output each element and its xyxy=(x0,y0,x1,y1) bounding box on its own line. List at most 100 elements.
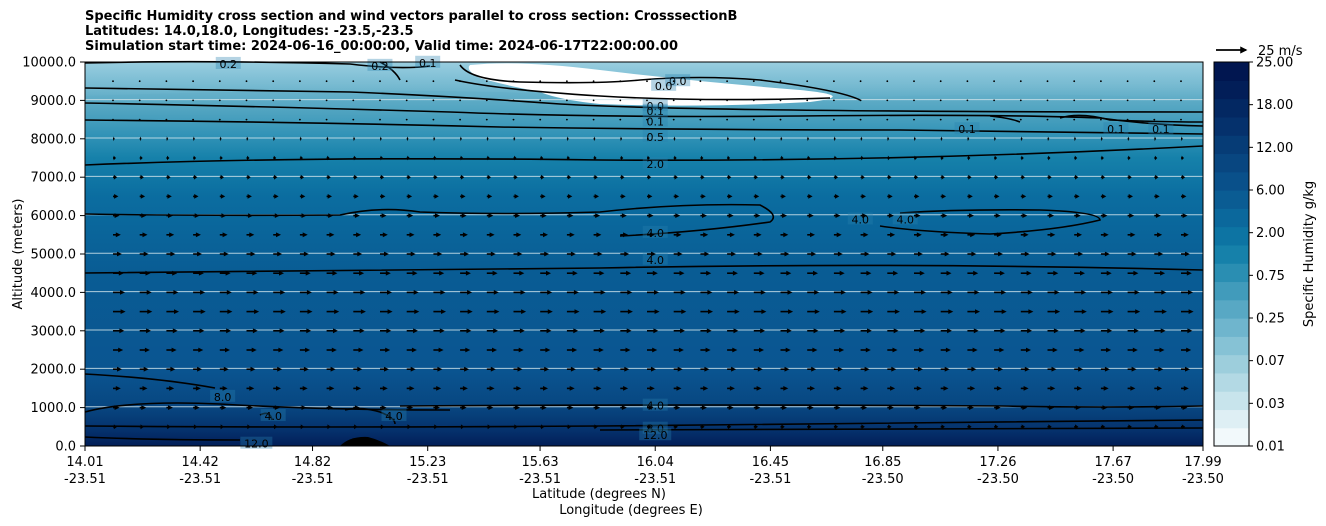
wind-vector-head xyxy=(623,386,629,391)
wind-vector-head xyxy=(596,386,602,391)
wind-vector-head xyxy=(113,174,118,180)
contour-label: 4.0 xyxy=(385,410,403,423)
wind-vector-head xyxy=(914,424,919,430)
wind-vector-head xyxy=(754,194,760,199)
colorbar-tick-label: 18.00 xyxy=(1256,98,1293,113)
wind-vector-head xyxy=(1081,309,1087,314)
wind-vector-head xyxy=(1049,213,1055,218)
wind-vector-head xyxy=(494,309,500,314)
wind-vector-head xyxy=(302,232,308,238)
wind-vector xyxy=(405,118,408,121)
wind-vector xyxy=(779,99,782,102)
wind-vector-head xyxy=(1107,328,1113,334)
wind-vector-head xyxy=(487,174,491,180)
chart-title-line-2: Latitudes: 14.0,18.0, Longitudes: -23.5,… xyxy=(85,24,414,39)
wind-vector-head xyxy=(1077,232,1082,238)
contour-label: 2.0 xyxy=(646,158,664,171)
wind-vector-head xyxy=(1155,424,1159,430)
wind-vector-head xyxy=(462,232,468,238)
contour-label: 8.0 xyxy=(214,391,232,404)
wind-vector-head xyxy=(677,251,683,257)
wind-vector-head xyxy=(781,174,785,180)
wind-vector-head xyxy=(120,290,125,295)
wind-vector-head xyxy=(701,194,706,199)
wind-vector-head xyxy=(1134,290,1140,295)
wind-vector xyxy=(459,118,461,121)
wind-vector xyxy=(859,99,862,102)
wind-vector-head xyxy=(594,194,599,199)
wind-vector-head xyxy=(621,213,627,218)
wind-vector-head xyxy=(1106,347,1112,353)
wind-vector-head xyxy=(787,290,793,295)
wind-vector-head xyxy=(890,232,896,238)
wind-vector-head xyxy=(1133,270,1139,276)
wind-vector-head xyxy=(520,290,526,295)
wind-vector-head xyxy=(1077,386,1082,391)
wind-vector xyxy=(539,99,542,102)
wind-vector xyxy=(192,118,195,121)
contour-label-bg xyxy=(642,252,668,265)
wind-vector xyxy=(112,99,114,102)
wind-vector-head xyxy=(382,232,388,238)
colorbar-segment xyxy=(1214,208,1249,228)
wind-vector-head xyxy=(115,232,121,238)
wind-vector-head xyxy=(300,424,305,430)
wind-vector-head xyxy=(810,386,815,391)
contour-label: 0.1 xyxy=(419,57,437,70)
wind-vector-head xyxy=(305,347,311,353)
wind-vector-head xyxy=(647,155,650,161)
wind-vector-head xyxy=(864,366,870,372)
wind-vector-head xyxy=(1160,270,1166,276)
wind-vector xyxy=(272,80,275,83)
wind-vector-head xyxy=(567,194,573,199)
wind-vector-head xyxy=(227,309,233,314)
wind-vector-head xyxy=(761,309,767,314)
wind-vector xyxy=(1153,80,1156,83)
wind-vector-head xyxy=(813,270,818,276)
wind-vector-head xyxy=(274,405,280,410)
wind-vector-head xyxy=(407,424,411,430)
wind-vector-head xyxy=(919,270,925,276)
wind-vector-head xyxy=(360,290,366,295)
wind-vector-head xyxy=(944,251,950,257)
wind-vector-head xyxy=(727,155,731,161)
wind-vector-head xyxy=(1081,290,1087,295)
wind-vector-head xyxy=(680,290,686,295)
colorbar-segment xyxy=(1214,336,1249,356)
wind-vector-head xyxy=(678,347,684,353)
wind-vector-head xyxy=(516,386,522,391)
wind-vector-head xyxy=(354,174,358,180)
wind-vector-head xyxy=(1050,386,1056,391)
wind-vector-head xyxy=(648,194,653,199)
y-tick-label: 6000.0 xyxy=(31,209,77,224)
wind-vector-head xyxy=(894,309,900,314)
colorbar-segment xyxy=(1214,372,1249,392)
wind-vector-head xyxy=(834,155,837,161)
wind-vector-head xyxy=(863,232,869,238)
wind-vector-head xyxy=(303,251,309,257)
wind-vector-head xyxy=(1106,270,1112,276)
wind-vector-head xyxy=(327,194,332,199)
wind-vector-head xyxy=(357,251,363,257)
wind-vector-head xyxy=(222,386,228,391)
wind-vector-head xyxy=(1001,309,1007,314)
wind-vector-head xyxy=(198,347,204,353)
contour-label-bg xyxy=(642,114,668,127)
wind-vector-head xyxy=(781,155,784,161)
wind-vector xyxy=(993,118,995,121)
wind-vector-head xyxy=(489,386,495,391)
wind-vector-head xyxy=(303,366,309,372)
wind-vector-head xyxy=(467,309,473,314)
contour-label-bg xyxy=(260,409,286,422)
wind-vector-head xyxy=(1021,136,1023,142)
x-tick-label-longitude: -23.51 xyxy=(292,472,334,487)
wind-vector-head xyxy=(147,309,153,314)
wind-vector-head xyxy=(356,232,362,238)
wind-vector-head xyxy=(676,386,682,391)
contour-label: 4.0 xyxy=(264,410,282,423)
wind-vector-head xyxy=(1079,347,1085,353)
wind-vector-head xyxy=(353,136,356,142)
wind-vector-head xyxy=(807,136,809,142)
colorbar-segment xyxy=(1214,318,1249,337)
wind-vector-head xyxy=(621,194,626,199)
